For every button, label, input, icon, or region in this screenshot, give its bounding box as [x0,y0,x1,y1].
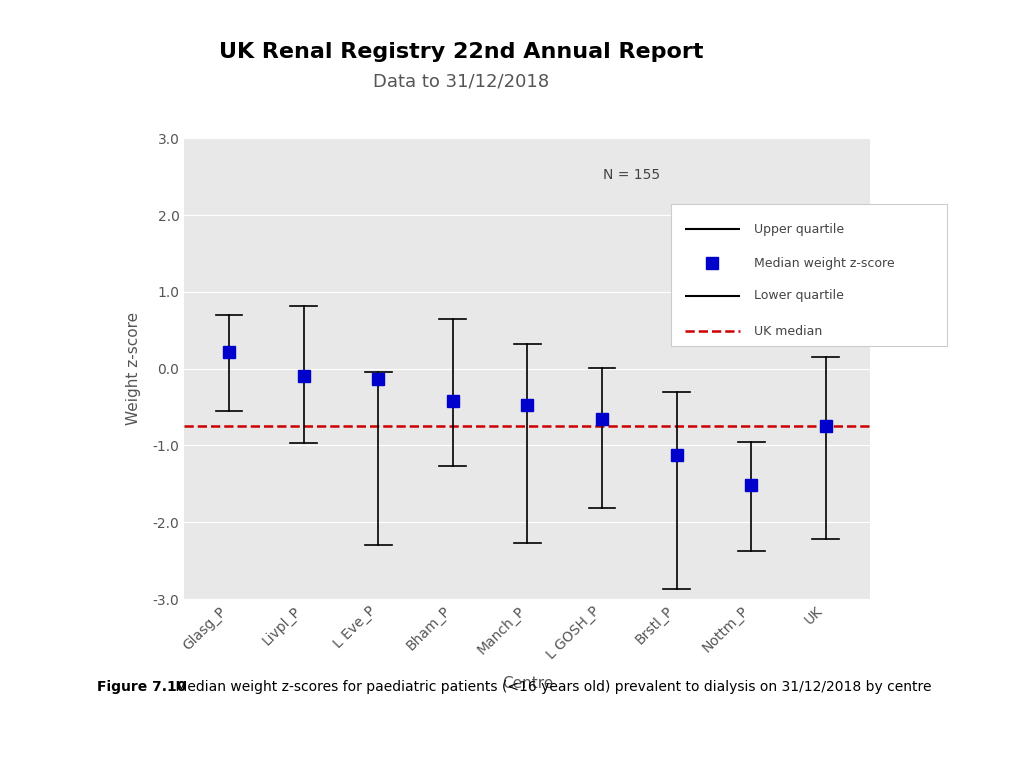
Text: Figure 7.10: Figure 7.10 [97,680,186,694]
Text: Median weight z-score: Median weight z-score [754,257,894,270]
X-axis label: Centre: Centre [502,676,553,691]
Text: Median weight z-scores for paediatric patients (<16 years old) prevalent to dial: Median weight z-scores for paediatric pa… [171,680,932,694]
Text: ASSOCIATION: ASSOCIATION [802,68,892,81]
Text: THE RENAL: THE RENAL [810,42,884,55]
Text: founded 1950: founded 1950 [815,96,879,105]
Text: Data to 31/12/2018: Data to 31/12/2018 [373,73,549,91]
Text: Lower quartile: Lower quartile [754,290,844,303]
Text: N = 155: N = 155 [603,168,659,182]
Text: Upper quartile: Upper quartile [754,223,844,236]
Y-axis label: Weight z-score: Weight z-score [127,312,141,425]
Text: UK median: UK median [754,325,822,338]
Text: UK Renal Registry 22nd Annual Report: UK Renal Registry 22nd Annual Report [218,42,703,62]
